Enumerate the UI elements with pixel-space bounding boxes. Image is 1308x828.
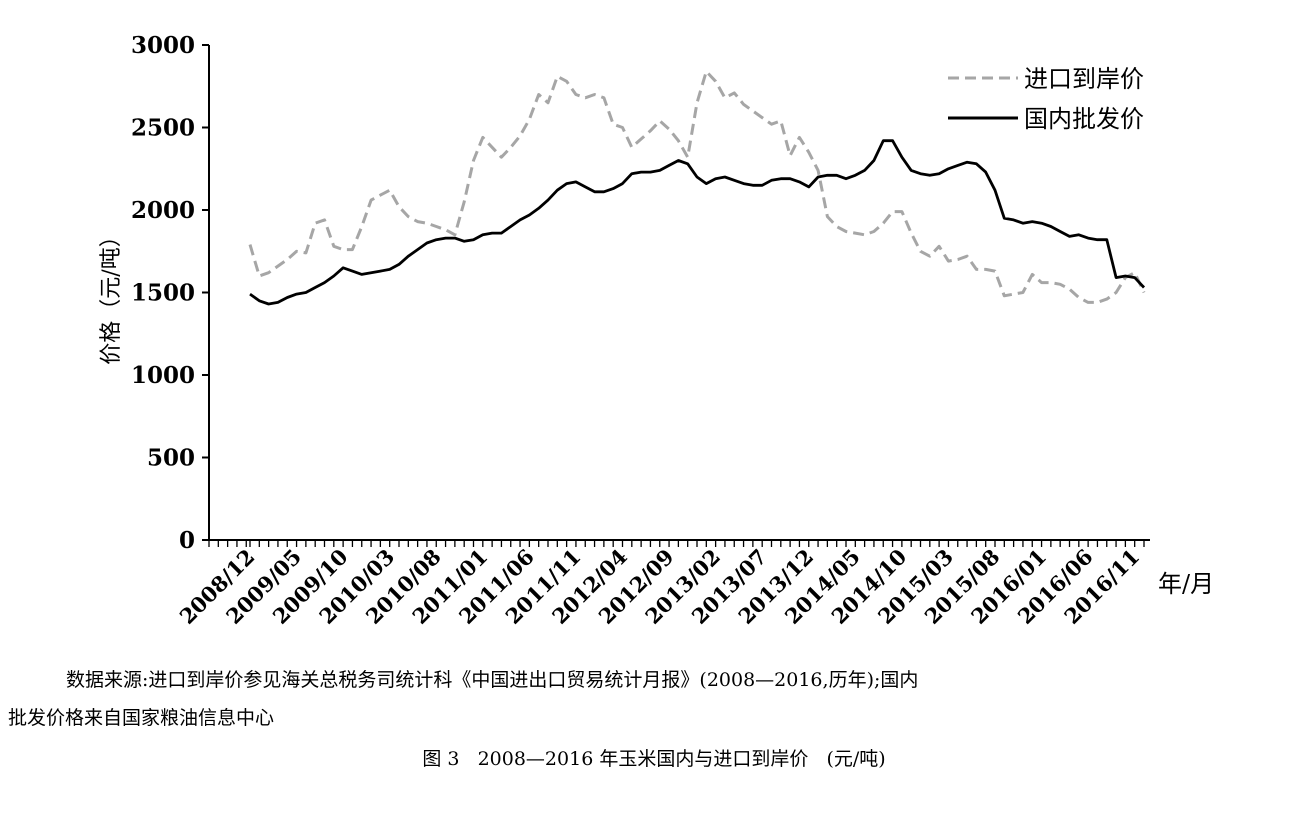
axes: 0500100015002000250030002008/122009/0520… — [131, 32, 1150, 629]
y-tick-label: 3000 — [131, 32, 195, 59]
price-line-chart: 0500100015002000250030002008/122009/0520… — [99, 32, 1214, 629]
legend-label: 进口到岸价 — [1024, 65, 1144, 93]
y-tick-label: 1500 — [131, 280, 195, 307]
y-axis-label: 价格（元/吨） — [99, 225, 124, 364]
series-layer — [248, 69, 1146, 306]
series-line-1 — [248, 69, 1146, 304]
y-tick-label: 1000 — [131, 362, 195, 389]
legend-label: 国内批发价 — [1024, 105, 1144, 133]
source-note-line-2: 批发价格来自国家粮油信息中心 — [8, 707, 275, 729]
y-tick-label: 2500 — [131, 115, 195, 142]
y-tick-label: 0 — [179, 527, 195, 554]
x-axis-label: 年/月 — [1158, 570, 1214, 598]
y-tick-label: 2000 — [131, 197, 195, 224]
source-note-line-1: 数据来源:进口到岸价参见海关总税务司统计科《中国进出口贸易统计月报》(2008—… — [66, 669, 919, 691]
figure-caption: 图 3 2008—2016 年玉米国内与进口到岸价 (元/吨) — [422, 748, 886, 770]
y-tick-label: 500 — [147, 445, 195, 472]
series-line-2 — [249, 139, 1146, 306]
